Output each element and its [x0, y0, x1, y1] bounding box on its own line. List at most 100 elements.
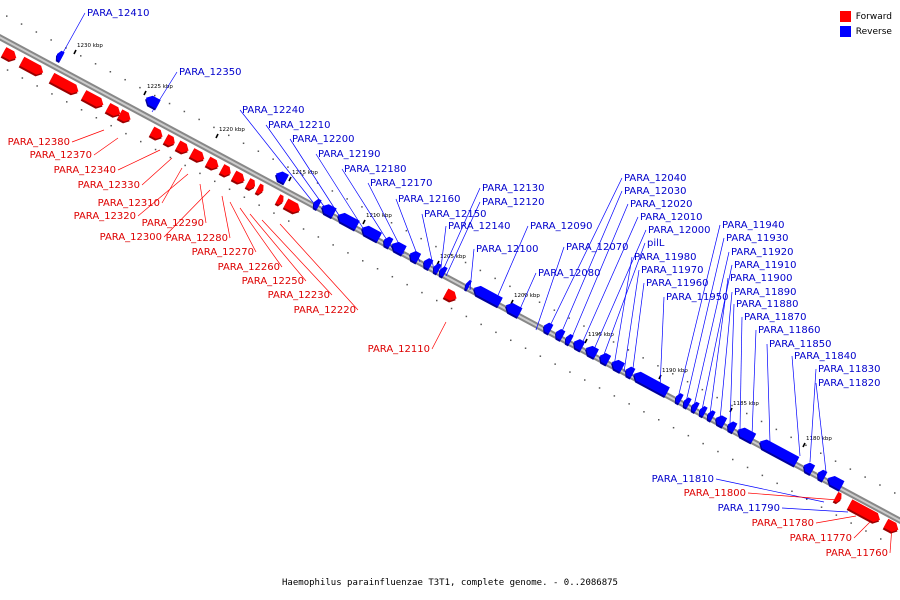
scale-tick-mark: [143, 90, 147, 96]
gene-label-pill[interactable]: pilL: [647, 238, 665, 249]
gene-label-para-11940[interactable]: PARA_11940: [722, 220, 784, 231]
gene-label-para-11980[interactable]: PARA_11980: [634, 252, 696, 263]
gene-label-para-12210[interactable]: PARA_12210: [268, 120, 330, 131]
gene-label-para-12200[interactable]: PARA_12200: [292, 134, 354, 145]
scale-minor-tick: [746, 466, 749, 469]
scale-minor-tick: [405, 229, 408, 232]
gene-label-para-12070[interactable]: PARA_12070: [566, 242, 628, 253]
leader-para-12030: [559, 190, 623, 337]
gene-label-para-12240[interactable]: PARA_12240: [242, 105, 304, 116]
gene-label-para-11890[interactable]: PARA_11890: [734, 287, 796, 298]
scale-minor-tick: [834, 460, 837, 462]
leader-para-12000: [591, 229, 647, 355]
gene-label-para-12000[interactable]: PARA_12000: [648, 225, 710, 236]
gene-label-para-12170[interactable]: PARA_12170: [370, 178, 432, 189]
leader-para-11920: [693, 251, 730, 407]
gene-label-para-12090[interactable]: PARA_12090: [530, 221, 592, 232]
gene-label-para-11860[interactable]: PARA_11860: [758, 325, 820, 336]
gene-label-para-12350[interactable]: PARA_12350: [179, 67, 241, 78]
scale-minor-tick: [820, 506, 823, 508]
scale-minor-tick: [554, 363, 556, 365]
gene-label-para-12260[interactable]: PARA_12260: [218, 262, 280, 273]
scale-minor-tick: [672, 426, 675, 429]
gene-label-para-11780[interactable]: PARA_11780: [752, 518, 814, 529]
gene-label-para-11880[interactable]: PARA_11880: [736, 299, 798, 310]
gene-label-para-11970[interactable]: PARA_11970: [641, 265, 703, 276]
gene-label-para-12330[interactable]: PARA_12330: [78, 180, 140, 191]
scale-tick-label: 1185 kbp: [733, 401, 759, 407]
leader-para-11830: [809, 368, 817, 463]
gene-label-para-12230[interactable]: PARA_12230: [268, 290, 330, 301]
gene-label-para-12220[interactable]: PARA_12220: [294, 305, 356, 316]
scale-minor-tick: [850, 522, 852, 524]
gene-label-para-11960[interactable]: PARA_11960: [646, 278, 708, 289]
leader-para-11910: [701, 264, 733, 411]
gene-label-para-11840[interactable]: PARA_11840: [794, 351, 856, 362]
scale-minor-tick: [168, 102, 171, 105]
scale-minor-tick: [583, 325, 585, 327]
gene-label-para-11870[interactable]: PARA_11870: [744, 312, 806, 323]
gene-label-para-12280[interactable]: PARA_12280: [166, 233, 228, 244]
gene-label-para-12180[interactable]: PARA_12180: [344, 164, 406, 175]
gene-label-para-12040[interactable]: PARA_12040: [624, 173, 686, 184]
scale-minor-tick: [258, 204, 260, 206]
forward-gene: [244, 178, 256, 191]
genome-axis: [0, 33, 900, 525]
scale-minor-tick: [169, 156, 172, 159]
gene-label-para-12110[interactable]: PARA_12110: [368, 344, 430, 355]
gene-label-para-12370[interactable]: PARA_12370: [30, 150, 92, 161]
gene-label-para-11770[interactable]: PARA_11770: [790, 533, 852, 544]
reverse-gene: [611, 359, 625, 374]
gene-label-para-11900[interactable]: PARA_11900: [730, 273, 792, 284]
leader-para-11930: [685, 237, 725, 403]
reverse-gene: [682, 397, 692, 410]
gene-label-para-12310[interactable]: PARA_12310: [98, 198, 160, 209]
leader-para-11950: [659, 296, 665, 389]
gene-label-para-12380[interactable]: PARA_12380: [8, 137, 70, 148]
scale-minor-tick: [214, 180, 216, 183]
gene-label-para-12320[interactable]: PARA_12320: [74, 211, 136, 222]
scale-minor-tick: [302, 228, 305, 230]
gene-label-para-12270[interactable]: PARA_12270: [192, 247, 254, 258]
gene-label-para-11790[interactable]: PARA_11790: [718, 503, 780, 514]
gene-label-para-12410[interactable]: PARA_12410: [87, 8, 149, 19]
scale-minor-tick: [880, 538, 882, 540]
leader-para-12140: [439, 225, 447, 277]
gene-label-para-11930[interactable]: PARA_11930: [726, 233, 788, 244]
scale-minor-tick: [568, 317, 570, 319]
gene-label-para-11830[interactable]: PARA_11830: [818, 364, 880, 375]
forward-gene: [48, 72, 79, 96]
gene-label-para-12130[interactable]: PARA_12130: [482, 183, 544, 194]
gene-label-para-11850[interactable]: PARA_11850: [769, 339, 831, 350]
gene-label-para-11760[interactable]: PARA_11760: [826, 548, 888, 559]
gene-label-para-12300[interactable]: PARA_12300: [100, 232, 162, 243]
gene-label-para-12020[interactable]: PARA_12020: [630, 199, 692, 210]
gene-label-para-12030[interactable]: PARA_12030: [624, 186, 686, 197]
gene-label-para-12190[interactable]: PARA_12190: [318, 149, 380, 160]
gene-label-para-11820[interactable]: PARA_11820: [818, 378, 880, 389]
gene-label-para-11950[interactable]: PARA_11950: [666, 292, 728, 303]
gene-label-para-12250[interactable]: PARA_12250: [242, 276, 304, 287]
gene-label-para-12290[interactable]: PARA_12290: [142, 218, 204, 229]
gene-label-para-12010[interactable]: PARA_12010: [640, 212, 702, 223]
leader-para-12220: [279, 223, 359, 311]
scale-minor-tick: [598, 333, 600, 335]
forward-gene: [0, 47, 17, 62]
gene-label-para-12120[interactable]: PARA_12120: [482, 197, 544, 208]
scale-minor-tick: [702, 442, 704, 445]
gene-label-para-11800[interactable]: PARA_11800: [684, 488, 746, 499]
gene-label-para-12140[interactable]: PARA_12140: [448, 221, 510, 232]
scale-minor-tick: [406, 283, 408, 286]
gene-label-para-11910[interactable]: PARA_11910: [734, 260, 796, 271]
scale-tick-mark: [73, 49, 77, 55]
leader-para-12270: [229, 201, 257, 253]
gene-label-para-12100[interactable]: PARA_12100: [476, 244, 538, 255]
gene-label-para-11920[interactable]: PARA_11920: [731, 247, 793, 258]
leader-para-11770: [853, 521, 871, 539]
reverse-gene: [391, 241, 407, 257]
gene-label-para-12080[interactable]: PARA_12080: [538, 268, 600, 279]
gene-label-para-12340[interactable]: PARA_12340: [54, 165, 116, 176]
gene-label-para-11810[interactable]: PARA_11810: [652, 474, 714, 485]
gene-label-para-12160[interactable]: PARA_12160: [398, 194, 460, 205]
gene-label-para-12150[interactable]: PARA_12150: [424, 209, 486, 220]
